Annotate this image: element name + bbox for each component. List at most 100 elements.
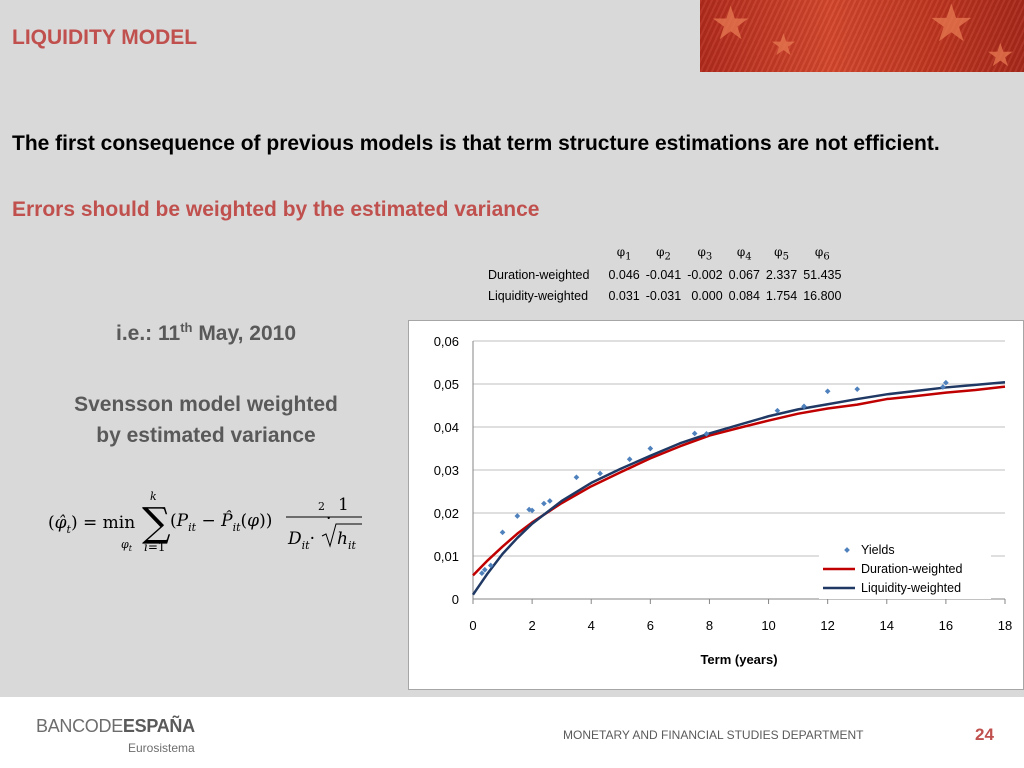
yield-curve-chart: 0 0,01 0,02 0,03 0,04 0,05 0,06 0 2 4 6 8 10 12 14 16 18…	[408, 320, 1024, 690]
data-point	[854, 386, 861, 392]
formula-sqrt-arg: hit	[337, 529, 356, 552]
x-tick-label: 16	[939, 618, 953, 633]
formula-denominator: Dit·	[287, 529, 315, 552]
data-point	[824, 388, 831, 395]
svensson-note: Svensson model weighted by estimated var…	[0, 389, 412, 451]
flag-banner-image: ★ ★ ★ ★	[700, 0, 1024, 72]
table-row: Duration-weighted 0.046 -0.041 -0.002 0.…	[484, 264, 844, 285]
formula-sum: ∑	[142, 500, 171, 546]
data-point	[647, 445, 654, 452]
table-cell: -0.002	[687, 267, 723, 282]
y-tick-label: 0,03	[434, 463, 459, 478]
formula-sum-lower: i=1	[144, 540, 166, 554]
y-tick-label: 0,05	[434, 377, 459, 392]
formula-square: 2	[318, 500, 325, 513]
formula-min-sub: φt	[121, 538, 133, 553]
data-point	[481, 566, 488, 573]
logo-part-2: DE	[98, 716, 124, 736]
table-cell: 0.031	[608, 288, 640, 303]
table-cell: 0.046	[608, 267, 640, 282]
data-point	[801, 403, 807, 410]
formula-dot: ·	[326, 509, 331, 529]
svensson-line-1: Svensson model weighted	[74, 393, 338, 416]
star-icon: ★	[986, 37, 1015, 72]
formula-numerator: 1	[338, 495, 349, 515]
svensson-line-2: by estimated variance	[96, 424, 316, 447]
series-line	[471, 381, 1006, 596]
table-header-cell: φ2	[656, 244, 671, 263]
table-cell: 0.084	[728, 288, 760, 303]
legend-label: Liquidity-weighted	[861, 581, 961, 595]
y-tick-label: 0	[452, 592, 459, 607]
data-point	[547, 498, 553, 504]
x-tick-label: 0	[469, 618, 476, 633]
phi-4-sub: 4	[745, 251, 752, 263]
slide-title: LIQUIDITY MODEL	[12, 26, 198, 49]
x-tick-label: 14	[880, 618, 894, 633]
formula-sqrt	[321, 523, 362, 548]
y-tick-label: 0,02	[434, 506, 459, 521]
chart-canvas: 0 0,01 0,02 0,03 0,04 0,05 0,06 0 2 4 6 8 10 12 14 16 18…	[434, 334, 1013, 667]
legend-label: Yields	[861, 543, 895, 557]
date-note-ordinal: th	[180, 320, 193, 335]
table-cell: 16.800	[803, 288, 842, 303]
table-header-cell: φ5	[774, 244, 789, 263]
page-number: 24	[975, 725, 994, 744]
x-tick-label: 10	[761, 618, 775, 633]
subhead: Errors should be weighted by the estimat…	[12, 198, 540, 221]
phi-2-sub: 2	[664, 251, 671, 263]
date-note-suffix: May, 2010	[192, 322, 296, 345]
department-label: MONETARY AND FINANCIAL STUDIES DEPARTMEN…	[563, 728, 864, 742]
phi-1-sub: 1	[625, 251, 632, 263]
x-tick-label: 12	[820, 618, 834, 633]
table-cell: -0.041	[645, 267, 682, 282]
table-header-cell: φ1	[616, 244, 632, 263]
date-note: i.e.: 11th May, 2010	[0, 320, 412, 346]
footer-bar	[0, 697, 1024, 768]
table-header-cell: φ3	[697, 244, 713, 263]
phi-6-sub: 6	[823, 251, 830, 263]
x-axis-title: Term (years)	[700, 652, 777, 667]
data-point	[626, 456, 633, 463]
table-header-cell: φ4	[736, 244, 752, 263]
date-note-prefix: i.e.: 11	[115, 322, 181, 345]
table-cell: 2.337	[765, 267, 798, 282]
star-icon: ★	[710, 0, 752, 49]
logo-subtitle: Eurosistema	[128, 741, 195, 755]
x-tick-label: 2	[528, 618, 535, 633]
row-label: Duration-weighted	[488, 267, 590, 282]
x-tick-label: 18	[998, 618, 1012, 633]
table-cell: 1.754	[765, 288, 798, 303]
table-cell: 51.435	[803, 267, 842, 282]
star-icon: ★	[770, 29, 797, 62]
x-tick-label: 4	[588, 618, 595, 633]
table-corner	[484, 243, 605, 264]
table-header-cell: φ6	[814, 244, 830, 263]
data-point	[943, 379, 949, 386]
table-cell: 0.000	[691, 288, 723, 303]
x-tick-label: 6	[647, 618, 654, 633]
formula-lhs: (φ̂t) = min	[48, 513, 135, 536]
star-icon: ★	[928, 0, 975, 53]
data-point	[573, 474, 580, 481]
x-tick-label: 8	[706, 618, 713, 633]
banco-de-espana-logo: BANCODEESPAÑA	[36, 716, 195, 737]
coefficient-table: φ1 φ2 φ3 φ4 φ5 φ6 Duration-weighted 0.04…	[484, 243, 844, 306]
logo-part-1: BANCO	[36, 716, 99, 736]
table-cell: -0.031	[645, 288, 682, 303]
formula-residual: (Pit − P̂it(φ))	[170, 511, 272, 534]
data-point	[514, 513, 521, 519]
row-label: Liquidity-weighted	[488, 288, 589, 303]
legend-label: Duration-weighted	[861, 562, 962, 576]
table-cell: 0.067	[728, 267, 760, 282]
series-line	[472, 385, 1006, 577]
y-tick-label: 0,01	[434, 549, 459, 564]
headline: The first consequence of previous models…	[12, 132, 940, 155]
y-tick-label: 0,04	[434, 420, 459, 435]
data-point	[541, 500, 547, 507]
formula-sum-upper: k	[150, 490, 157, 503]
data-point	[940, 384, 946, 390]
table-header-row: φ1 φ2 φ3 φ4 φ5 φ6	[484, 243, 844, 264]
phi-3-sub: 3	[705, 251, 713, 263]
data-point	[774, 407, 781, 414]
